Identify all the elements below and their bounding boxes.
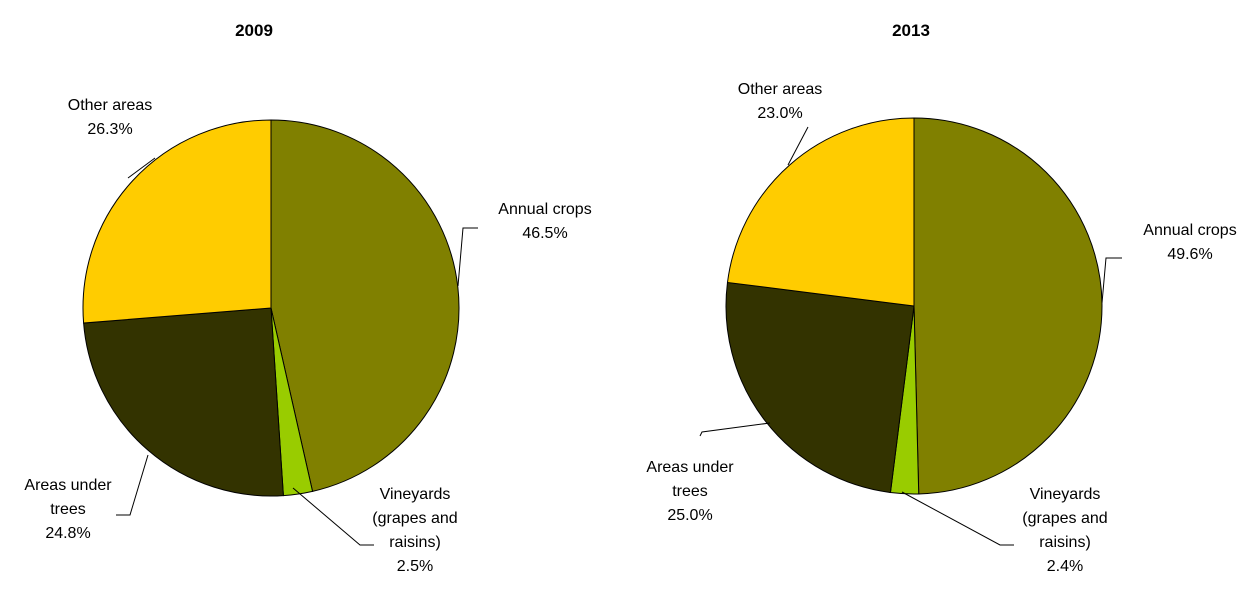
pie-slice [913,117,1103,495]
slice-label: Vineyards (grapes and raisins) [1022,486,1107,551]
slice-label: Vineyards (grapes and raisins) [372,486,457,551]
slice-value-label: 2.4% [1047,558,1083,575]
leader-line [699,422,771,437]
slice-label: Annual crops [1143,222,1236,239]
pie-slice [726,117,915,307]
slice-value-label: 23.0% [757,105,802,122]
pie-slice [725,281,915,494]
slice-value-label: 26.3% [87,121,132,138]
leader-line [127,157,156,179]
slice-value-label: 49.6% [1167,246,1212,263]
slice-value-label: 46.5% [522,225,567,242]
leader-line [116,454,149,516]
pie-slice [83,307,284,497]
slice-value-label: 2.5% [397,558,433,575]
pie-slice [82,119,272,324]
slice-label: Other areas [738,81,822,98]
leader-line [292,487,374,546]
leader-line [1101,257,1122,304]
slice-label: Annual crops [498,201,591,218]
chart-title: 2009 [235,21,273,40]
slice-label: Other areas [68,97,152,114]
leader-line [457,227,478,287]
chart-title: 2013 [892,21,930,40]
leader-line [787,126,809,166]
slice-value-label: 25.0% [667,507,712,524]
slice-label: Areas under trees [646,459,734,500]
pie-slice [270,119,460,492]
leader-line [901,491,1014,546]
slice-label: Areas under trees [24,477,112,518]
slice-value-label: 24.8% [45,525,90,542]
